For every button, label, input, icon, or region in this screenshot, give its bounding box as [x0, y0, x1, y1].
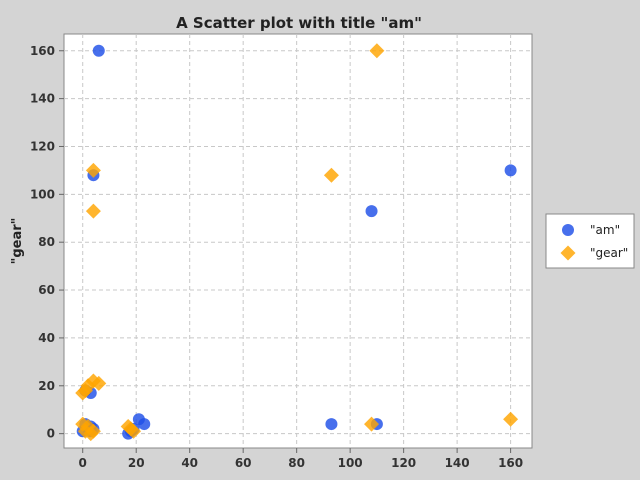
- circle-point: [325, 418, 338, 431]
- diamond-point: [85, 423, 101, 439]
- diamond-point: [503, 411, 519, 427]
- y-tick-label: 80: [38, 235, 55, 249]
- circle-point: [138, 418, 151, 431]
- legend-marker: [562, 224, 574, 236]
- data-points: [75, 43, 519, 442]
- diamond-point: [364, 416, 380, 432]
- x-tick-label: 120: [391, 456, 416, 470]
- y-tick-label: 120: [30, 139, 55, 153]
- grid: [64, 34, 532, 448]
- diamond-point: [85, 162, 101, 178]
- axes: 0 20 40 60 80 100 120 140 160 0 20 40 60 80 100 120 140 1…: [30, 44, 523, 470]
- diamond-point: [91, 375, 107, 391]
- x-tick-label: 60: [235, 456, 252, 470]
- x-tick-label: 160: [498, 456, 523, 470]
- circle-point: [365, 205, 378, 218]
- x-tick-label: 20: [128, 456, 145, 470]
- circle-point: [92, 44, 105, 57]
- y-tick-label: 0: [47, 427, 55, 441]
- diamond-point: [126, 423, 142, 439]
- legend-box: [545, 213, 635, 269]
- circle-point: [504, 164, 517, 177]
- diamond-point: [369, 43, 385, 59]
- legend-marker: [560, 245, 576, 261]
- x-tick-label: 100: [338, 456, 363, 470]
- legend: "am" "gear": [545, 213, 635, 269]
- x-tick-label: 40: [181, 456, 198, 470]
- y-tick-label: 40: [38, 331, 55, 345]
- x-tick-label: 80: [288, 456, 305, 470]
- chart-title: A Scatter plot with title "am": [176, 14, 422, 32]
- legend-label: "gear": [590, 246, 628, 260]
- plot-area: [63, 33, 533, 449]
- diamond-point: [323, 167, 339, 183]
- x-tick-label: 140: [445, 456, 470, 470]
- y-tick-label: 20: [38, 379, 55, 393]
- y-tick-label: 100: [30, 187, 55, 201]
- diamond-point: [85, 203, 101, 219]
- y-tick-label: 140: [30, 92, 55, 106]
- y-tick-label: 60: [38, 283, 55, 297]
- y-axis-label: "gear": [10, 218, 25, 265]
- y-tick-label: 160: [30, 44, 55, 58]
- x-tick-label: 0: [79, 456, 87, 470]
- legend-label: "am": [590, 223, 620, 237]
